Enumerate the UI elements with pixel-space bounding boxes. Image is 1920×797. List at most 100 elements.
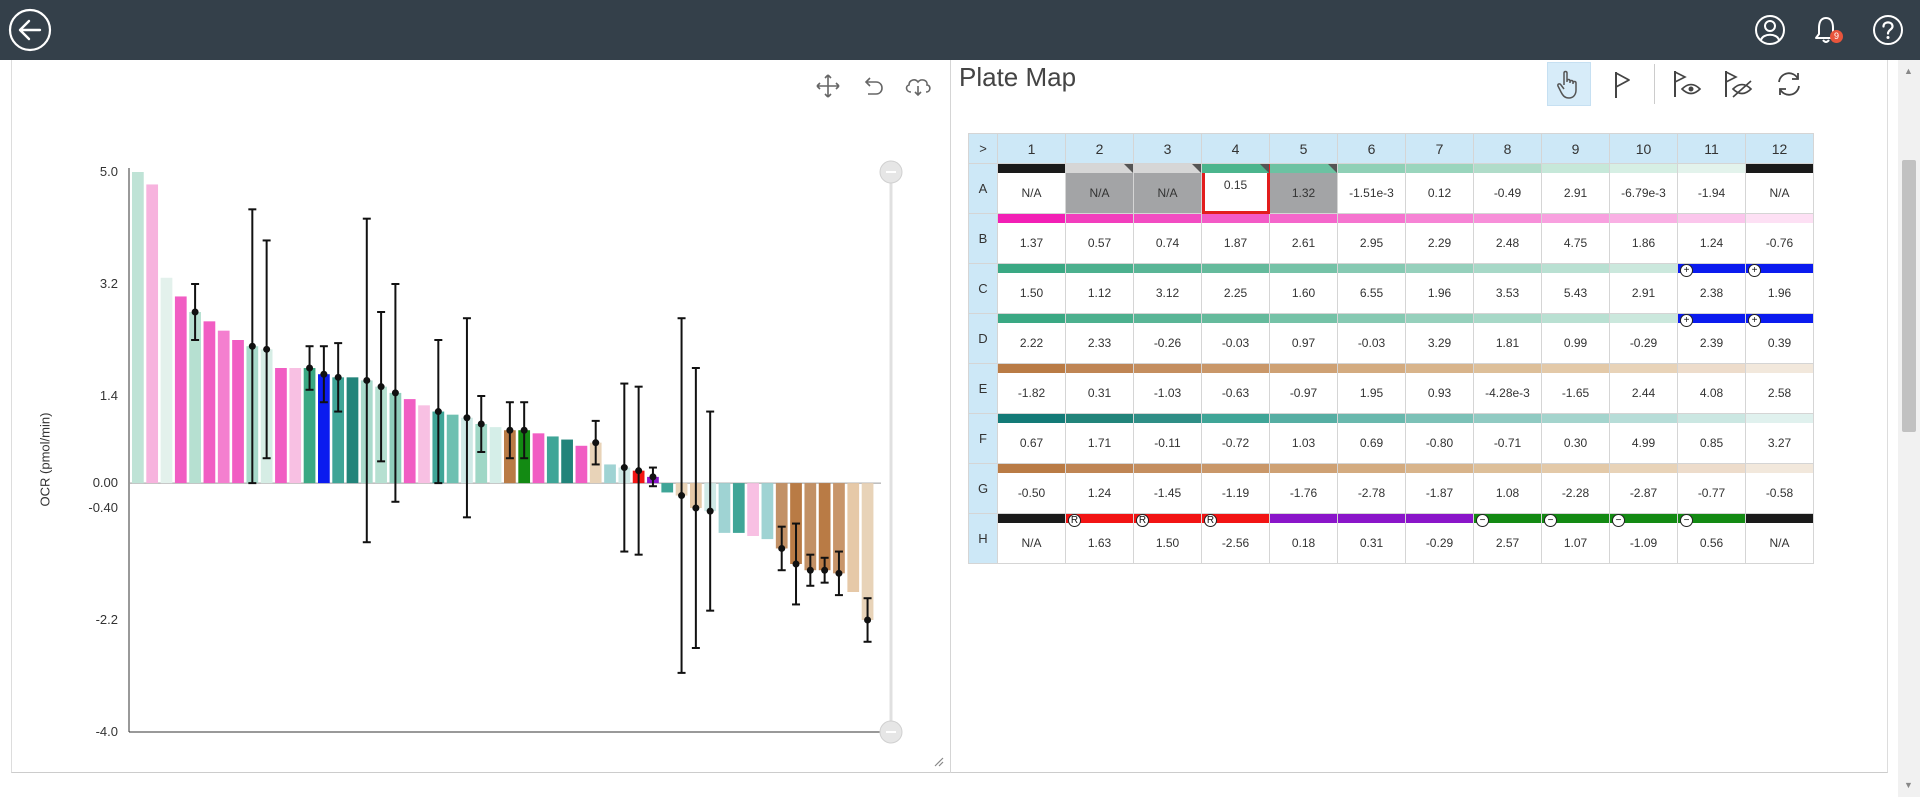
well-F3[interactable]: -0.11 bbox=[1133, 413, 1202, 464]
column-header-10[interactable]: 10 bbox=[1609, 133, 1678, 164]
well-H9[interactable]: −1.07 bbox=[1541, 513, 1610, 564]
well-A11[interactable]: -1.94 bbox=[1677, 163, 1746, 214]
well-C5[interactable]: 1.60 bbox=[1269, 263, 1338, 314]
well-C4[interactable]: 2.25 bbox=[1201, 263, 1270, 314]
well-C2[interactable]: 1.12 bbox=[1065, 263, 1134, 314]
row-header-A[interactable]: A bbox=[968, 163, 998, 214]
column-header-8[interactable]: 8 bbox=[1473, 133, 1542, 164]
row-header-H[interactable]: H bbox=[968, 513, 998, 564]
well-E11[interactable]: 4.08 bbox=[1677, 363, 1746, 414]
pan-button[interactable] bbox=[812, 70, 844, 102]
well-A12[interactable]: N/A bbox=[1745, 163, 1814, 214]
well-G4[interactable]: -1.19 bbox=[1201, 463, 1270, 514]
well-E4[interactable]: -0.63 bbox=[1201, 363, 1270, 414]
column-header-3[interactable]: 3 bbox=[1133, 133, 1202, 164]
well-B11[interactable]: 1.24 bbox=[1677, 213, 1746, 264]
well-D7[interactable]: 3.29 bbox=[1405, 313, 1474, 364]
column-header-4[interactable]: 4 bbox=[1201, 133, 1270, 164]
column-header-6[interactable]: 6 bbox=[1337, 133, 1406, 164]
well-B8[interactable]: 2.48 bbox=[1473, 213, 1542, 264]
column-header-9[interactable]: 9 bbox=[1541, 133, 1610, 164]
well-C11[interactable]: +2.38 bbox=[1677, 263, 1746, 314]
well-C9[interactable]: 5.43 bbox=[1541, 263, 1610, 314]
well-H3[interactable]: R 1.50 bbox=[1133, 513, 1202, 564]
page-scrollbar[interactable]: ▲ ▼ bbox=[1898, 60, 1920, 797]
column-header-1[interactable]: 1 bbox=[997, 133, 1066, 164]
well-E5[interactable]: -0.97 bbox=[1269, 363, 1338, 414]
undo-button[interactable] bbox=[857, 70, 889, 102]
row-header-G[interactable]: G bbox=[968, 463, 998, 514]
well-A10[interactable]: -6.79e-3 bbox=[1609, 163, 1678, 214]
well-E3[interactable]: -1.03 bbox=[1133, 363, 1202, 414]
well-C1[interactable]: 1.50 bbox=[997, 263, 1066, 314]
well-A4[interactable]: 0.15 bbox=[1201, 163, 1270, 214]
well-A5[interactable]: 1.32 bbox=[1269, 163, 1338, 214]
well-H2[interactable]: R 1.63 bbox=[1065, 513, 1134, 564]
row-header-E[interactable]: E bbox=[968, 363, 998, 414]
well-B4[interactable]: 1.87 bbox=[1201, 213, 1270, 264]
select-tool-button[interactable] bbox=[1547, 62, 1591, 106]
well-F12[interactable]: 3.27 bbox=[1745, 413, 1814, 464]
column-header-12[interactable]: 12 bbox=[1745, 133, 1814, 164]
well-C3[interactable]: 3.12 bbox=[1133, 263, 1202, 314]
well-A1[interactable]: N/A bbox=[997, 163, 1066, 214]
well-D8[interactable]: 1.81 bbox=[1473, 313, 1542, 364]
user-button[interactable] bbox=[1752, 12, 1788, 48]
well-G3[interactable]: -1.45 bbox=[1133, 463, 1202, 514]
row-header-B[interactable]: B bbox=[968, 213, 998, 264]
column-header-7[interactable]: 7 bbox=[1405, 133, 1474, 164]
well-F9[interactable]: 0.30 bbox=[1541, 413, 1610, 464]
well-F5[interactable]: 1.03 bbox=[1269, 413, 1338, 464]
plate-corner-toggle[interactable]: > bbox=[968, 133, 998, 164]
well-E7[interactable]: 0.93 bbox=[1405, 363, 1474, 414]
well-G9[interactable]: -2.28 bbox=[1541, 463, 1610, 514]
well-D9[interactable]: 0.99 bbox=[1541, 313, 1610, 364]
well-D2[interactable]: 2.33 bbox=[1065, 313, 1134, 364]
well-E9[interactable]: -1.65 bbox=[1541, 363, 1610, 414]
well-C6[interactable]: 6.55 bbox=[1337, 263, 1406, 314]
well-H1[interactable]: N/A bbox=[997, 513, 1066, 564]
well-B12[interactable]: -0.76 bbox=[1745, 213, 1814, 264]
notifications-button[interactable]: 9 bbox=[1808, 12, 1844, 48]
well-H12[interactable]: N/A bbox=[1745, 513, 1814, 564]
well-A7[interactable]: 0.12 bbox=[1405, 163, 1474, 214]
column-header-5[interactable]: 5 bbox=[1269, 133, 1338, 164]
well-B5[interactable]: 2.61 bbox=[1269, 213, 1338, 264]
well-D1[interactable]: 2.22 bbox=[997, 313, 1066, 364]
well-G12[interactable]: -0.58 bbox=[1745, 463, 1814, 514]
well-C8[interactable]: 3.53 bbox=[1473, 263, 1542, 314]
row-header-F[interactable]: F bbox=[968, 413, 998, 464]
well-A2[interactable]: N/A bbox=[1065, 163, 1134, 214]
well-G2[interactable]: 1.24 bbox=[1065, 463, 1134, 514]
well-E6[interactable]: 1.95 bbox=[1337, 363, 1406, 414]
row-header-C[interactable]: C bbox=[968, 263, 998, 314]
well-H11[interactable]: −0.56 bbox=[1677, 513, 1746, 564]
well-B10[interactable]: 1.86 bbox=[1609, 213, 1678, 264]
well-D6[interactable]: -0.03 bbox=[1337, 313, 1406, 364]
hide-wells-button[interactable] bbox=[1716, 62, 1760, 106]
well-E2[interactable]: 0.31 bbox=[1065, 363, 1134, 414]
scroll-up-arrow-icon[interactable]: ▲ bbox=[1904, 66, 1913, 76]
well-H5[interactable]: 0.18 bbox=[1269, 513, 1338, 564]
well-B1[interactable]: 1.37 bbox=[997, 213, 1066, 264]
well-H6[interactable]: 0.31 bbox=[1337, 513, 1406, 564]
well-C12[interactable]: +1.96 bbox=[1745, 263, 1814, 314]
well-B9[interactable]: 4.75 bbox=[1541, 213, 1610, 264]
show-wells-button[interactable] bbox=[1665, 62, 1709, 106]
well-F7[interactable]: -0.80 bbox=[1405, 413, 1474, 464]
well-D5[interactable]: 0.97 bbox=[1269, 313, 1338, 364]
cloud-button[interactable] bbox=[902, 70, 934, 102]
well-G7[interactable]: -1.87 bbox=[1405, 463, 1474, 514]
well-F10[interactable]: 4.99 bbox=[1609, 413, 1678, 464]
column-header-11[interactable]: 11 bbox=[1677, 133, 1746, 164]
well-C10[interactable]: 2.91 bbox=[1609, 263, 1678, 314]
well-F4[interactable]: -0.72 bbox=[1201, 413, 1270, 464]
well-F2[interactable]: 1.71 bbox=[1065, 413, 1134, 464]
resize-grip[interactable] bbox=[932, 754, 944, 767]
well-E10[interactable]: 2.44 bbox=[1609, 363, 1678, 414]
well-H7[interactable]: -0.29 bbox=[1405, 513, 1474, 564]
flag-tool-button[interactable] bbox=[1600, 62, 1644, 106]
well-B3[interactable]: 0.74 bbox=[1133, 213, 1202, 264]
back-button[interactable] bbox=[6, 6, 54, 54]
well-G1[interactable]: -0.50 bbox=[997, 463, 1066, 514]
